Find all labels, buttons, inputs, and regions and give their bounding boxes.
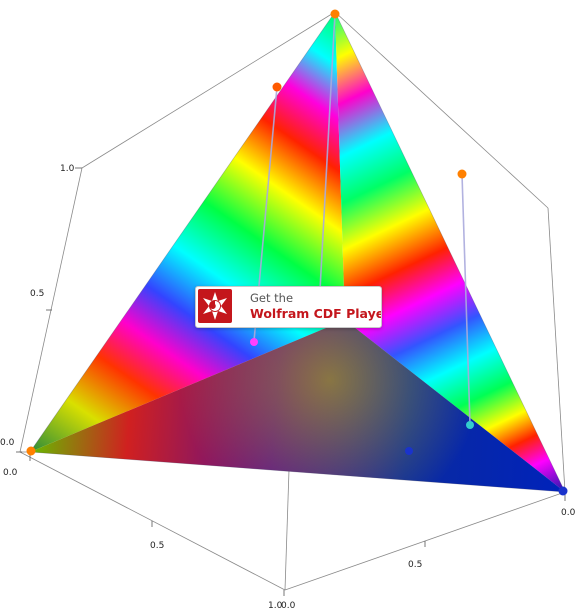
right-tick-05: 0.5 bbox=[408, 560, 422, 570]
point-magenta bbox=[250, 338, 258, 346]
get-cdf-player-button[interactable]: Get the Wolfram CDF Player bbox=[195, 286, 382, 328]
z-tick-05: 0.5 bbox=[30, 289, 44, 299]
cdf-line-2: Wolfram CDF Player bbox=[250, 306, 382, 321]
point-cyan bbox=[466, 421, 474, 429]
front-tick-0: 0.0 bbox=[3, 468, 18, 478]
wolfram-spikey-icon bbox=[198, 289, 232, 323]
z-tick-1: 1.0 bbox=[60, 164, 75, 174]
point-orange-corner bbox=[27, 447, 36, 456]
z-tick-0: 0.0 bbox=[0, 438, 15, 448]
surface-plot bbox=[30, 12, 565, 492]
cdf-line-1: Get the bbox=[250, 291, 293, 305]
right-tick-1: 0.0 bbox=[281, 601, 296, 611]
front-tick-05: 0.5 bbox=[150, 541, 164, 551]
point-orange-left-raised bbox=[273, 83, 282, 92]
point-orange-right-raised bbox=[458, 170, 467, 179]
point-orange-top bbox=[331, 10, 340, 19]
right-tick-0: 0.0 bbox=[561, 508, 576, 518]
point-blue-corner bbox=[559, 487, 568, 496]
point-blue-mid bbox=[405, 447, 413, 455]
